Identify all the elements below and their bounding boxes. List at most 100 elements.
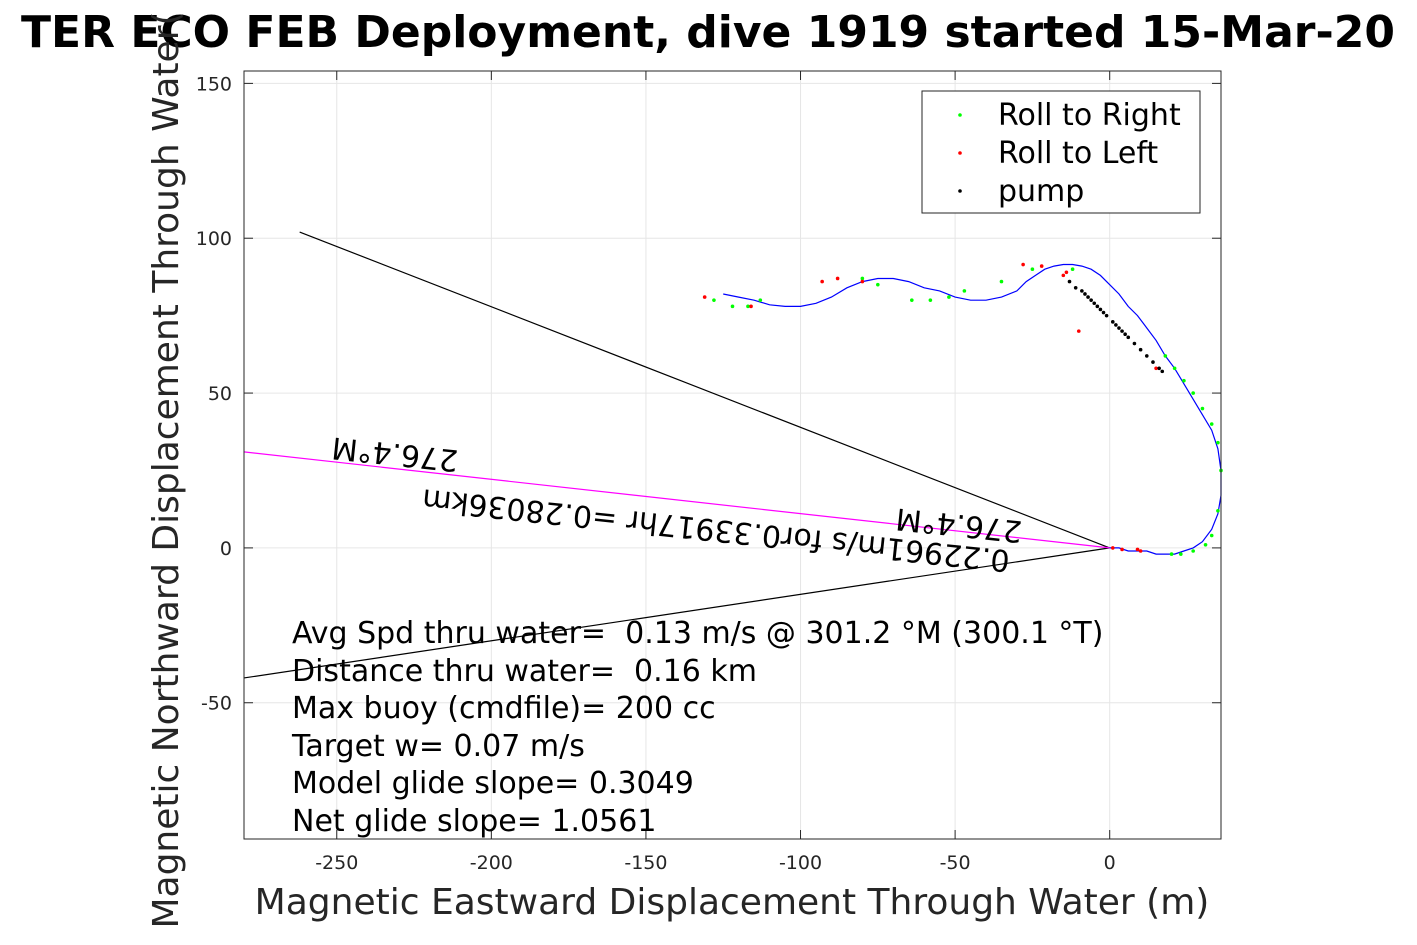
x-tick-label: -150 [624, 852, 667, 874]
legend-label-roll-right: Roll to Right [998, 98, 1181, 133]
track [723, 263, 1222, 555]
pump-point [1114, 323, 1118, 327]
stats-block: Avg Spd thru water= 0.13 m/s @ 301.2 °M … [291, 616, 1103, 839]
pump-point [1160, 369, 1165, 374]
pump-point [1089, 298, 1093, 302]
y-axis-title: Magnetic Northward Displacement Through … [146, 11, 187, 928]
roll-right-point [962, 289, 967, 293]
roll-right-point [999, 279, 1004, 284]
pump-point [1123, 332, 1127, 337]
pump-point [1083, 292, 1087, 296]
y-tick-label: 150 [196, 73, 232, 95]
roll-right-point [860, 276, 865, 281]
track-points [702, 262, 1223, 556]
stat-target-w: Target w= 0.07 m/s [291, 729, 585, 764]
roll-left-point [860, 279, 865, 284]
x-tick-label: -50 [940, 852, 971, 874]
roll-left-point [1061, 273, 1066, 278]
pump-point [1067, 279, 1072, 284]
roll-left-point [1076, 329, 1081, 333]
legend-marker-roll-left [958, 151, 962, 155]
roll-right-point [1209, 422, 1214, 426]
roll-right-point [876, 282, 880, 287]
chart-title: TER ECO FEB Deployment, dive 1919 starte… [21, 7, 1395, 58]
pump-point [1132, 341, 1137, 346]
stat-model-glide: Model glide slope= 0.3049 [292, 766, 694, 801]
legend-box [921, 90, 1201, 214]
roll-right-point [1163, 354, 1168, 358]
roll-right-point [746, 304, 750, 309]
plot-frame [243, 70, 1222, 840]
roll-left-point [1039, 264, 1044, 268]
roll-right-point [910, 298, 914, 302]
pump-point [1095, 304, 1100, 309]
pump-point [1151, 360, 1155, 364]
reference-lines [243, 231, 1110, 679]
pump-point [1092, 301, 1097, 306]
legend-marker-roll-right [958, 113, 962, 117]
roll-right-point [947, 295, 951, 299]
roll-right-point [1200, 406, 1205, 411]
x-tick-label: -200 [470, 852, 513, 874]
roll-left-point [1110, 546, 1115, 550]
stat-max-buoy: Max buoy (cmdfile)= 200 cc [292, 691, 716, 726]
roll-right-point [1030, 267, 1035, 271]
roll-left-point [1064, 270, 1069, 275]
stat-avg-speed: Avg Spd thru water= 0.13 m/s @ 301.2 °M … [292, 616, 1103, 651]
roll-right-point [1191, 549, 1195, 553]
axis-ticks: -250 -200 -150 -100 -50 0 -50 0 50 100 150 [196, 71, 1221, 874]
x-axis-title: Magnetic Eastward Displacement Through W… [255, 882, 1210, 923]
y-tick-label: 50 [208, 383, 232, 405]
pump-point [1110, 320, 1115, 324]
roll-right-point [1179, 552, 1183, 556]
track-line [723, 263, 1222, 555]
pump-point [1138, 347, 1143, 352]
roll-right-point [758, 298, 763, 302]
roll-left-point [1120, 547, 1124, 552]
roll-right-point [730, 304, 735, 309]
legend-marker-pump [958, 189, 962, 193]
pump-point [1080, 289, 1084, 293]
pump-point [1086, 295, 1090, 299]
roll-left-point [702, 295, 707, 299]
roll-left-point [1154, 366, 1158, 371]
roll-right-point [1203, 543, 1208, 547]
current-upper-line [299, 231, 1110, 549]
roll-left-point [749, 304, 753, 309]
roll-right-point [1216, 508, 1220, 513]
pump-point [1144, 354, 1149, 358]
roll-right-point [1172, 366, 1177, 371]
roll-right-point [1216, 440, 1220, 445]
heading-line [243, 451, 1110, 549]
pump-point [1104, 313, 1109, 318]
x-tick-label: -100 [779, 852, 822, 874]
pump-point [1073, 285, 1078, 290]
roll-left-point [820, 279, 824, 284]
y-tick-label: 100 [196, 228, 232, 250]
stat-distance: Distance thru water= 0.16 km [292, 654, 757, 689]
roll-left-point [835, 276, 840, 281]
x-tick-label: -250 [315, 852, 358, 874]
legend-label-pump: pump [998, 174, 1084, 209]
roll-right-point [1182, 378, 1186, 383]
roll-right-point [1070, 267, 1075, 271]
y-tick-label: -50 [201, 693, 232, 715]
pump-point [1157, 366, 1161, 371]
roll-left-point [1021, 262, 1025, 267]
legend-label-roll-left: Roll to Left [998, 136, 1158, 171]
roll-right-point [712, 298, 716, 302]
pump-point [1126, 335, 1131, 340]
pump-point [1117, 326, 1121, 330]
y-tick-label: 0 [220, 538, 232, 560]
stat-net-glide: Net glide slope= 1.0561 [292, 804, 656, 839]
roll-right-point [928, 298, 933, 302]
pump-point [1120, 329, 1124, 333]
pump-point [1101, 310, 1106, 315]
x-tick-label: 0 [1104, 852, 1116, 874]
current-lower-line [243, 547, 1110, 679]
pump-point [1098, 307, 1103, 312]
roll-left-point [1138, 549, 1143, 553]
roll-left-point [1135, 547, 1140, 552]
roll-right-point [1209, 533, 1214, 538]
